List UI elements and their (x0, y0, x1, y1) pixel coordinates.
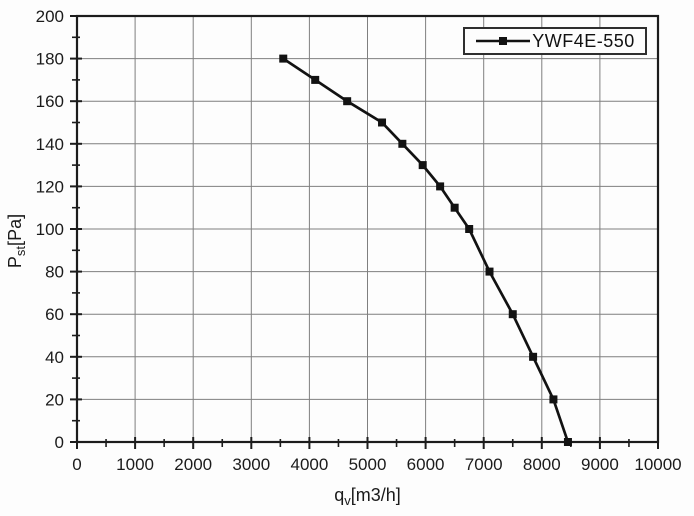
x-tick-label: 9000 (581, 455, 619, 474)
x-tick-label: 7000 (465, 455, 503, 474)
data-point-marker (311, 75, 320, 84)
y-tick-label: 160 (36, 92, 64, 111)
y-tick-label: 120 (36, 177, 64, 196)
x-tick-label: 5000 (349, 455, 387, 474)
x-tick-label: 2000 (174, 455, 212, 474)
data-point-marker (508, 310, 517, 319)
y-tick-label: 180 (36, 50, 64, 69)
legend: YWF4E-550 (463, 27, 647, 55)
data-point-marker (450, 203, 459, 212)
x-tick-label: 6000 (407, 455, 445, 474)
data-point-marker (378, 118, 387, 127)
y-tick-label: 140 (36, 135, 64, 154)
data-point-marker (529, 352, 538, 361)
data-point-marker (279, 54, 288, 63)
data-point-marker (549, 395, 558, 404)
series-line (282, 57, 570, 443)
x-tick-label: 0 (72, 455, 81, 474)
legend-line-marker-icon (476, 37, 531, 45)
x-tick-label: 4000 (290, 455, 328, 474)
x-tick-label: 3000 (232, 455, 270, 474)
y-axis-title: Pst[Pa] (5, 214, 28, 268)
y-tick-label: 80 (45, 263, 64, 282)
data-point-marker (436, 182, 445, 191)
y-tick-label: 100 (36, 220, 64, 239)
x-tick-label: 1000 (116, 455, 154, 474)
data-point-marker (563, 438, 572, 446)
x-tick-label: 10000 (634, 455, 681, 474)
data-point-marker (398, 139, 407, 148)
y-tick-label: 200 (36, 7, 64, 26)
x-tick-label: 8000 (523, 455, 561, 474)
legend-series-label: YWF4E-550 (532, 30, 635, 51)
y-tick-label: 40 (45, 348, 64, 367)
y-tick-label: 60 (45, 305, 64, 324)
y-tick-label: 20 (45, 390, 64, 409)
data-point-marker (343, 97, 352, 106)
data-point-marker (418, 161, 427, 170)
x-axis-title: qv[m3/h] (334, 485, 401, 508)
y-tick-label: 0 (55, 433, 64, 452)
data-point-marker (465, 225, 474, 233)
data-point-marker (485, 267, 494, 276)
